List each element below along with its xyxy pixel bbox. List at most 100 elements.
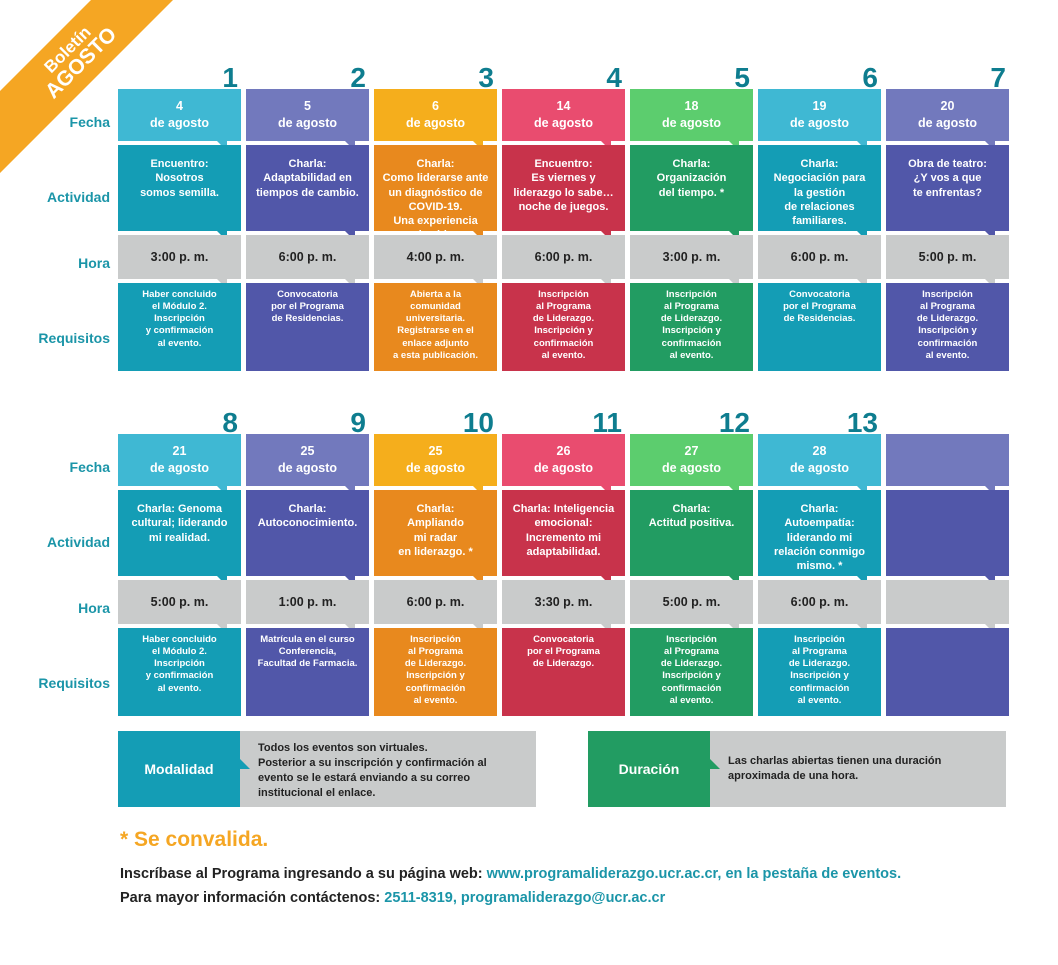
event-date: 19 de agosto [758,89,881,151]
event-number: 4 [606,62,622,93]
convalida-note: * Se convalida. [120,828,269,851]
event-activity: Charla: Negociación para la gestión de rela… [758,145,881,241]
event-number: 10 [462,407,494,438]
event-time: 6:00 p. m. [758,235,881,289]
event-activity: Charla: Como liderarse ante un diagnóstico… [374,145,497,241]
duracion-box: Duración Las charlas abiertas tienen una… [588,731,1006,807]
row-label-requisitos: Requisitos [38,330,110,346]
row-label-hora: Hora [78,255,110,271]
event-activity: Charla: Ampliando mi radar en liderazgo. * [374,490,497,586]
footer-line-2: Para mayor información contáctenos: 2511… [120,890,665,906]
event-time: 6:00 p. m. [246,235,369,289]
event-number: 13 [846,407,878,438]
event-requirements: Convocatoria por el Programa de Residencia… [758,283,881,371]
event-number: 3 [478,62,494,93]
event-activity: Charla: Inteligencia emocional: Incremento… [502,490,625,586]
duracion-text: Las charlas abiertas tienen una duración… [728,755,942,782]
event-day: 14 [556,99,571,114]
event-time: 6:00 p. m. [374,580,497,634]
event-activity: Charla: Autoempatía: liderando mi relación … [758,490,881,586]
row-label-hora: Hora [78,600,110,616]
event-month: de agosto [405,461,466,475]
event-activity: Encuentro: Es viernes y liderazgo lo sabe…… [502,145,625,241]
event-day: 5 [304,99,311,114]
event-month: de agosto [789,116,850,130]
event-day: 25 [428,444,443,459]
event-time: 5:00 p. m. [886,235,1009,289]
event-month: de agosto [661,116,722,130]
event-number: 12 [718,407,750,438]
event-month: de agosto [917,116,978,130]
event-date: 21 de agosto [118,434,241,496]
event-requirements: Haber concluido el Módulo 2. Inscripción y … [118,283,241,371]
event-day: 6 [432,99,439,114]
event-month: de agosto [277,461,338,475]
event-number: 11 [592,407,622,438]
event-time: 4:00 p. m. [374,235,497,289]
event-day: 20 [940,99,955,114]
event-month: de agosto [789,461,850,475]
event-month: de agosto [533,116,594,130]
event-month: de agosto [661,461,722,475]
event-requirements: Inscripción al Programa de Liderazgo. Inscr… [758,628,881,716]
event-requirements: Abierta a la comunidad universitaria. Regis… [374,283,497,371]
event-day: 25 [300,444,315,459]
row-label-fecha: Fecha [69,114,110,130]
event-date: 20 de agosto [886,89,1009,151]
event-date: 25 de agosto [246,434,369,496]
event-day: 27 [684,444,699,459]
event-activity: Charla: Autoconocimiento. [246,490,369,586]
event-month: de agosto [277,116,338,130]
modalidad-title: Modalidad [118,731,250,807]
event-date: 14 de agosto [502,89,625,151]
event-time: 3:00 p. m. [118,235,241,289]
row-label-fecha: Fecha [69,459,110,475]
row-label-actividad: Actividad [46,534,110,550]
event-day: 28 [812,444,827,459]
event-date: 5 de agosto [246,89,369,151]
footer-line-1: Inscríbase al Programa ingresando a su p… [120,866,901,882]
event-requirements: Inscripción al Programa de Liderazgo. Inscr… [886,283,1009,371]
event-day: 4 [176,99,183,114]
event-date: 4 de agosto [118,89,241,151]
empty-activity-cell [886,490,1009,586]
event-number: 7 [990,62,1006,93]
footer-web-label: Inscríbase al Programa ingresando a su p… [120,866,483,882]
event-date: 26 de agosto [502,434,625,496]
duracion-title: Duración [588,731,720,807]
event-requirements: Inscripción al Programa de Liderazgo. Inscr… [502,283,625,371]
event-date: 27 de agosto [630,434,753,496]
event-number: 6 [862,62,878,93]
event-date: 28 de agosto [758,434,881,496]
event-number: 8 [222,407,238,438]
event-number: 9 [350,407,366,438]
event-time: 6:00 p. m. [502,235,625,289]
event-date: 25 de agosto [374,434,497,496]
footer-contact-info[interactable]: 2511-8319, programaliderazgo@ucr.ac.cr [384,890,666,906]
event-activity: Obra de teatro: ¿Y vos a que te enfrentas? [886,145,1009,241]
event-time: 6:00 p. m. [758,580,881,634]
event-date: 18 de agosto [630,89,753,151]
footer-web-link[interactable]: www.programaliderazgo.ucr.ac.cr, en la p… [486,866,902,882]
event-number: 5 [734,62,750,93]
modalidad-box: Modalidad Todos los eventos son virtuale… [118,731,536,807]
event-time: 3:00 p. m. [630,235,753,289]
event-activity: Charla: Organización del tiempo. * [630,145,753,241]
event-requirements: Haber concluido el Módulo 2. Inscripción y … [118,628,241,716]
event-day: 26 [556,444,571,459]
event-date: 6 de agosto [374,89,497,151]
event-activity: Charla: Actitud positiva. [630,490,753,586]
event-number: 1 [222,62,238,93]
event-activity: Charla: Genoma cultural; liderando mi real… [118,490,241,586]
event-month: de agosto [533,461,594,475]
event-month: de agosto [149,461,210,475]
event-requirements: Convocatoria por el Programa de Residencia… [246,283,369,371]
event-month: de agosto [149,116,210,130]
event-requirements: Matrícula en el curso Conferencia, Faculta… [246,628,369,716]
event-activity: Encuentro: Nosotros somos semilla. [118,145,241,241]
row-label-actividad: Actividad [46,189,110,205]
footer-contact-label: Para mayor información contáctenos: [120,890,381,906]
empty-time-cell [886,580,1009,634]
empty-date-cell [886,434,1009,496]
event-activity: Charla: Adaptabilidad en tiempos de cambio… [246,145,369,241]
